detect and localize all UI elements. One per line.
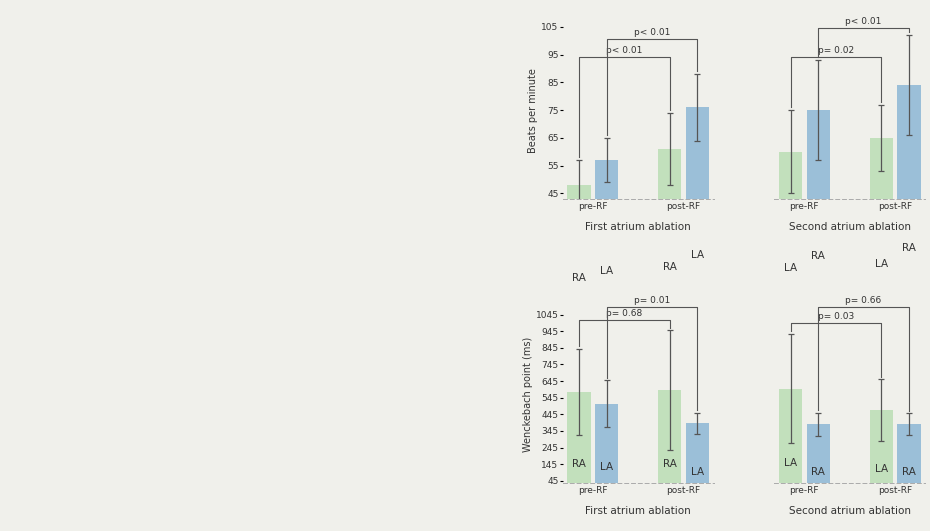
X-axis label: First atrium ablation: First atrium ablation [585, 222, 691, 232]
Text: RA: RA [663, 262, 677, 272]
Text: p< 0.01: p< 0.01 [606, 46, 643, 55]
Text: LA: LA [600, 266, 613, 276]
Text: RA: RA [572, 459, 586, 469]
Bar [595, 160, 618, 318]
Y-axis label: Beats per minute: Beats per minute [528, 67, 538, 152]
Text: p= 0.02: p= 0.02 [817, 46, 854, 55]
Text: p< 0.01: p< 0.01 [845, 17, 882, 26]
Text: LA: LA [600, 462, 613, 472]
Bar [806, 424, 830, 488]
Bar [685, 107, 709, 318]
Text: p= 0.03: p= 0.03 [817, 312, 854, 321]
Bar [595, 404, 618, 488]
Text: LA: LA [691, 250, 704, 260]
Text: RA: RA [902, 243, 916, 253]
Y-axis label: Wenckebach point (ms): Wenckebach point (ms) [523, 337, 533, 452]
Bar [870, 138, 893, 318]
Text: LA: LA [875, 259, 888, 269]
Text: RA: RA [663, 459, 677, 469]
Bar [897, 424, 921, 488]
Text: p< 0.01: p< 0.01 [634, 28, 671, 37]
Text: RA: RA [902, 467, 916, 477]
Bar [779, 152, 803, 318]
Bar [779, 389, 803, 488]
X-axis label: Second atrium ablation: Second atrium ablation [789, 222, 910, 232]
Text: LA: LA [784, 458, 797, 468]
Bar [685, 423, 709, 488]
Text: LA: LA [875, 464, 888, 474]
Bar [567, 392, 591, 488]
Text: LA: LA [691, 467, 704, 477]
Bar [806, 110, 830, 318]
Text: LA: LA [784, 263, 797, 273]
Bar [870, 410, 893, 488]
X-axis label: First atrium ablation: First atrium ablation [585, 506, 691, 516]
Text: p= 0.66: p= 0.66 [845, 296, 882, 305]
X-axis label: Second atrium ablation: Second atrium ablation [789, 506, 910, 516]
Text: p= 0.68: p= 0.68 [606, 309, 643, 318]
Bar [658, 149, 682, 318]
Text: p= 0.01: p= 0.01 [634, 296, 671, 305]
Bar [567, 185, 591, 318]
Text: RA: RA [811, 467, 825, 477]
Bar [897, 85, 921, 318]
Text: RA: RA [572, 273, 586, 284]
Bar [658, 390, 682, 488]
Text: RA: RA [811, 251, 825, 261]
